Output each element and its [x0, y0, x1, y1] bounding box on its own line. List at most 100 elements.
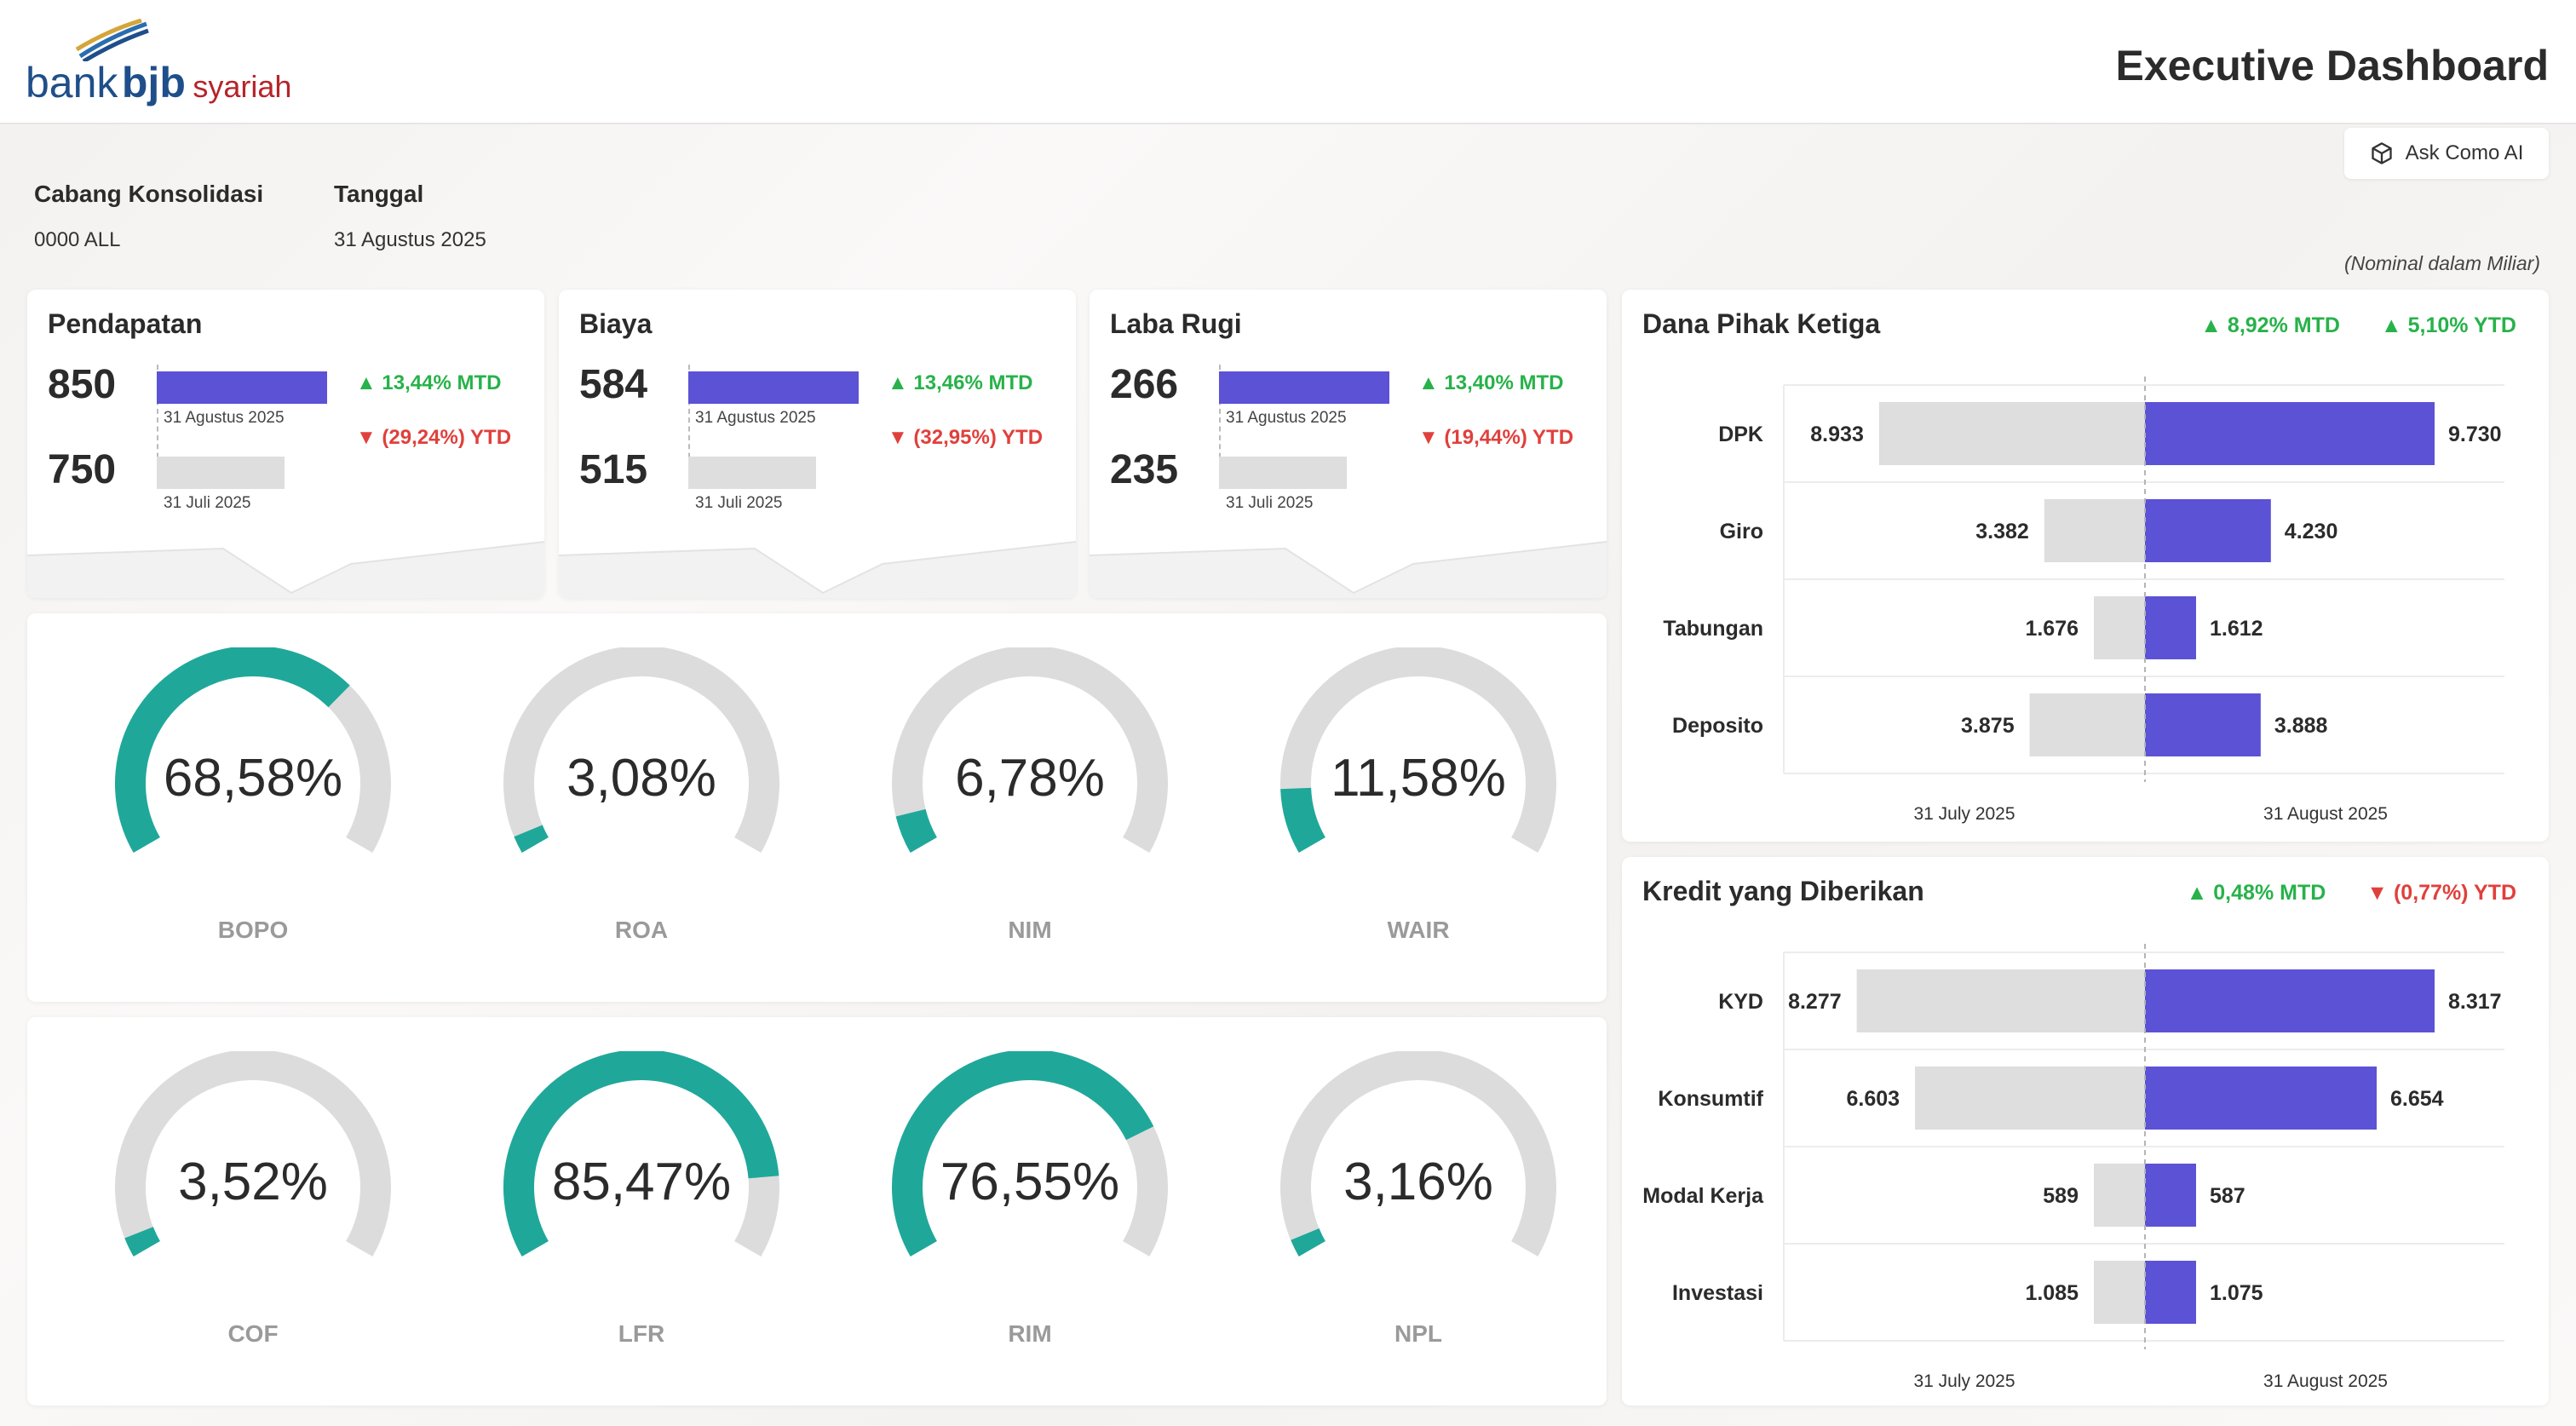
gauge-cof[interactable]: 3,52% COF — [100, 1051, 406, 1375]
bar-current — [2145, 969, 2435, 1032]
gauge-track — [1280, 647, 1556, 853]
bank-logo[interactable]: bank bjb syariah — [26, 19, 298, 112]
bar-current — [2145, 402, 2435, 465]
gauge-label: LFR — [618, 1320, 665, 1347]
page-title: Executive Dashboard — [2115, 42, 2549, 89]
kyd-changes: ▲ 0,48% MTD ▼ (0,77%) YTD — [2187, 881, 2516, 906]
logo-wordmark: bank bjb syariah — [26, 58, 291, 107]
axis-label-current: 31 August 2025 — [2263, 1371, 2388, 1391]
gauge-value: 3,08% — [566, 749, 716, 808]
kpi-current-bar — [1219, 371, 1389, 404]
data-label-previous: 1.676 — [2025, 617, 2079, 641]
gauge-arc — [115, 647, 391, 853]
kpi-previous-bar — [157, 457, 285, 489]
kpi-mtd-change: ▲ 13,44% MTD — [356, 371, 502, 394]
kpi-ytd-change: ▼ (19,44%) YTD — [1418, 426, 1574, 449]
kpi-axis-line — [157, 365, 158, 467]
kpi-ytd-change: ▼ (32,95%) YTD — [888, 426, 1044, 449]
data-label-previous: 3.382 — [1975, 520, 2029, 543]
ratio-panel-1: 68,58% BOPO 3,08% ROA 6,78% NIM 11,58% WAIR — [27, 613, 1607, 1002]
kpi-current-value: 850 — [48, 362, 117, 407]
gauge-label: WAIR — [1387, 917, 1450, 943]
kpi-previous-date: 31 Juli 2025 — [695, 494, 783, 512]
gauge-bopo[interactable]: 68,58% BOPO — [100, 647, 406, 971]
data-label-current: 4.230 — [2285, 520, 2338, 543]
kpi-card-pendapatan[interactable]: Pendapatan 850 750 31 Agustus 2025 31 Ju… — [27, 290, 544, 598]
dpk-changes: ▲ 8,92% MTD ▲ 5,10% YTD — [2200, 313, 2516, 338]
logo-syariah-text: syariah — [193, 69, 292, 104]
gauge-nim[interactable]: 6,78% NIM — [877, 647, 1183, 971]
gauge-lfr[interactable]: 85,47% LFR — [488, 1051, 795, 1375]
data-label-previous: 8.277 — [1788, 990, 1842, 1014]
data-label-current: 6.654 — [2390, 1087, 2444, 1111]
category-label: Konsumtif — [1658, 1087, 1763, 1111]
category-label: DPK — [1718, 423, 1763, 446]
gauge-npl[interactable]: 3,16% NPL — [1265, 1051, 1572, 1375]
bar-current — [2145, 1067, 2378, 1130]
data-label-previous: 8.933 — [1810, 423, 1864, 446]
branch-filter[interactable]: Cabang Konsolidasi 0000 ALL — [34, 181, 263, 252]
gauge-rim[interactable]: 76,55% RIM — [877, 1051, 1183, 1375]
category-label: Investasi — [1672, 1281, 1763, 1305]
gauge-roa[interactable]: 3,08% ROA — [488, 647, 795, 971]
data-label-current: 8.317 — [2448, 990, 2502, 1014]
logo-bjb-text: bjb — [121, 59, 186, 106]
gauge-fill — [895, 808, 938, 853]
gauge-label: NIM — [1008, 917, 1052, 943]
kpi-ytd-change: ▼ (29,24%) YTD — [356, 426, 512, 449]
gauge-fill — [115, 647, 350, 853]
data-label-current: 1.075 — [2210, 1281, 2263, 1305]
gauge-arc — [892, 1051, 1168, 1256]
bar-previous — [1915, 1067, 2145, 1130]
gauge-fill — [124, 1226, 161, 1256]
axis-label-previous: 31 July 2025 — [1913, 804, 2015, 824]
ask-button-label: Ask Como AI — [2405, 141, 2524, 164]
ratio-panel-2: 3,52% COF 85,47% LFR 76,55% RIM 3,16% NPL — [27, 1017, 1607, 1406]
gauge-fill — [892, 1051, 1154, 1256]
kpi-current-bar — [157, 371, 327, 404]
gauge-track — [503, 647, 779, 853]
gauge-arc — [1280, 647, 1556, 853]
data-label-current: 3.888 — [2274, 714, 2328, 738]
kpi-card-biaya[interactable]: Biaya 584 515 31 Agustus 2025 31 Juli 20… — [559, 290, 1076, 598]
branch-filter-label: Cabang Konsolidasi — [34, 181, 264, 207]
kpi-sparkline-decoration — [27, 541, 544, 598]
logo-bank-text: bank — [26, 59, 118, 106]
kpi-current-date: 31 Agustus 2025 — [1226, 409, 1347, 427]
nominal-note: (Nominal dalam Miliar) — [2343, 252, 2540, 274]
ask-como-ai-button[interactable]: Ask Como AI — [2344, 128, 2549, 179]
gauge-fill — [503, 1051, 779, 1256]
kpi-current-date: 31 Agustus 2025 — [695, 409, 816, 427]
kyd-title: Kredit yang Diberikan — [1642, 876, 1924, 906]
data-label-previous: 3.875 — [1961, 714, 2015, 738]
bar-previous — [2029, 693, 2145, 756]
kpi-sparkline-decoration — [559, 541, 1076, 598]
logo-stripes-icon — [75, 19, 149, 61]
kpi-previous-value: 515 — [579, 447, 648, 492]
gauge-wair[interactable]: 11,58% WAIR — [1265, 647, 1572, 971]
gauge-arc — [503, 647, 779, 853]
bar-current — [2145, 499, 2271, 562]
dpk-mtd-change: ▲ 8,92% MTD — [2200, 313, 2340, 337]
gauge-value: 11,58% — [1331, 749, 1506, 808]
bar-previous — [2094, 1164, 2145, 1227]
kpi-title: Pendapatan — [48, 308, 203, 339]
bar-current — [2145, 1261, 2196, 1324]
date-filter[interactable]: Tanggal 31 Agustus 2025 — [334, 181, 486, 252]
gauge-value: 3,16% — [1343, 1153, 1493, 1211]
kpi-mtd-change: ▲ 13,46% MTD — [888, 371, 1033, 394]
bar-previous — [1856, 969, 2145, 1032]
kpi-current-value: 584 — [579, 362, 648, 407]
gauge-value: 68,58% — [163, 749, 343, 808]
dpk-bar-chart: DPK 8.933 9.730 Giro 3.382 4.230 Tabungan 1.676… — [1663, 377, 2504, 824]
category-label: Deposito — [1672, 714, 1763, 738]
branch-filter-value: 0000 ALL — [34, 228, 121, 251]
date-filter-value: 31 Agustus 2025 — [334, 228, 486, 251]
data-label-previous: 6.603 — [1847, 1087, 1900, 1111]
gauge-label: BOPO — [217, 917, 289, 943]
category-label: Giro — [1720, 520, 1763, 543]
kpi-card-laba-rugi[interactable]: Laba Rugi 266 235 31 Agustus 2025 31 Jul… — [1090, 290, 1607, 598]
kpi-mtd-change: ▲ 13,40% MTD — [1418, 371, 1564, 394]
dpk-ytd-change: ▲ 5,10% YTD — [2380, 313, 2516, 337]
axis-label-current: 31 August 2025 — [2263, 804, 2388, 824]
